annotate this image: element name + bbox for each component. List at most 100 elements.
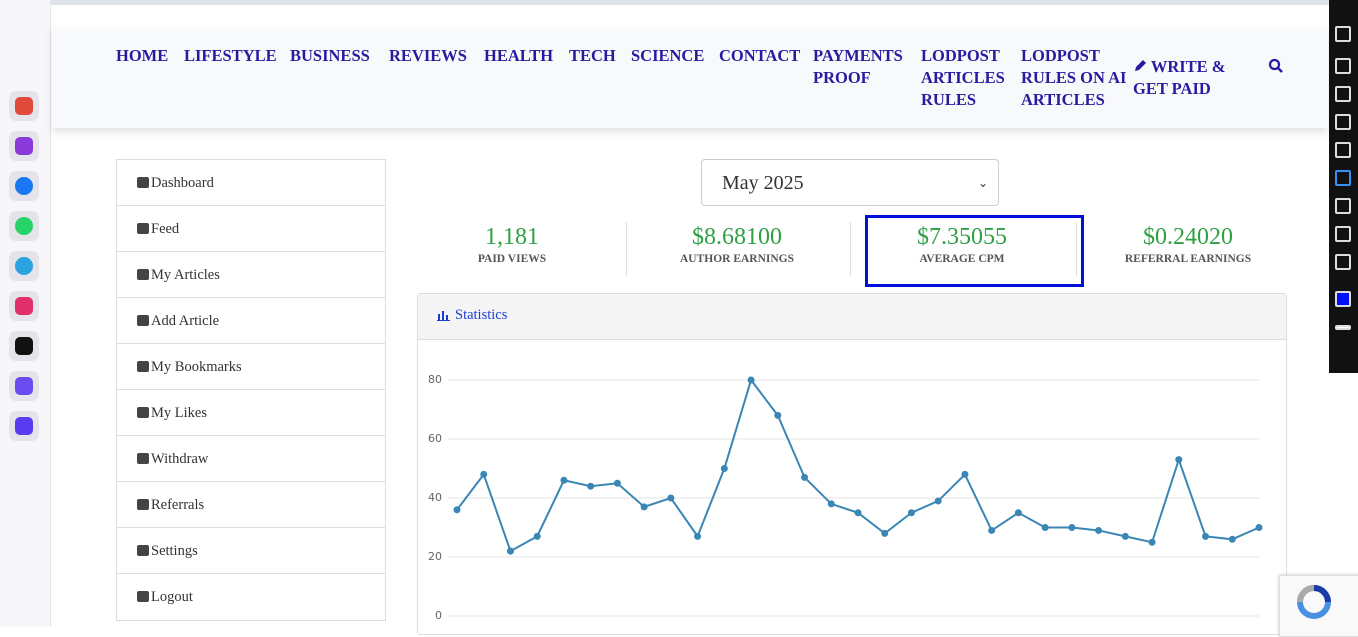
stat-label: AVERAGE CPM [919, 253, 1005, 265]
point [1255, 524, 1263, 531]
point [881, 529, 889, 537]
app-icon[interactable] [9, 131, 39, 161]
app-icon[interactable] [9, 171, 39, 201]
menu-item[interactable]: Settings [117, 528, 385, 574]
menu-item[interactable]: Withdraw [117, 436, 385, 482]
recaptcha[interactable] [1279, 575, 1358, 637]
menu-item[interactable]: My Articles [117, 252, 385, 298]
point [801, 473, 809, 481]
stat-label: REFERRAL EARNINGS [1124, 253, 1252, 265]
point [1202, 532, 1210, 540]
stroke-width[interactable] [1335, 325, 1351, 330]
menu-label: Referrals [151, 497, 205, 513]
nav-link[interactable]: SCIENCE [631, 46, 705, 65]
y-tick-label: 0 [435, 609, 442, 622]
sidebar-menu: Dashboard Feed My Articles Add Article My Bo… [116, 159, 386, 621]
tool[interactable] [1335, 142, 1351, 158]
stat: $0.24020 REFERRAL EARNINGS [1078, 222, 1298, 265]
nav-link[interactable]: TECH [569, 46, 616, 65]
menu-item[interactable]: Referrals [117, 482, 385, 528]
stat: 1,181 PAID VIEWS [402, 222, 622, 265]
statistics-panel: Statistics [417, 293, 1287, 635]
pencil-icon [1135, 60, 1146, 71]
nav-link[interactable]: LODPOST RULES ON AI ARTICLES [1021, 46, 1127, 109]
y-tick-label: 80 [428, 373, 442, 386]
app-icon[interactable] [9, 331, 39, 361]
chart-icon [437, 311, 450, 321]
point [667, 494, 675, 502]
nav-link[interactable]: LODPOST ARTICLES RULES [921, 46, 1005, 109]
point [934, 497, 942, 505]
recaptcha-logo [1297, 585, 1331, 619]
month-select[interactable]: May 2025 ⌄ [701, 159, 999, 206]
write-link[interactable]: WRITE & GET PAID [1133, 56, 1233, 100]
menu-label: Withdraw [151, 451, 209, 467]
write-label: WRITE & GET PAID [1133, 57, 1226, 98]
tool[interactable] [1335, 114, 1351, 130]
app-icon[interactable] [9, 91, 39, 121]
tool[interactable] [1335, 198, 1351, 214]
point [640, 503, 648, 511]
menu-item[interactable]: Dashboard [117, 160, 385, 206]
stat: $8.68100 AUTHOR EARNINGS [627, 222, 847, 265]
month-value: May 2025 [722, 172, 804, 194]
menu-item[interactable]: My Likes [117, 390, 385, 436]
nav-link[interactable]: PAYMENTS PROOF [813, 46, 903, 87]
y-tick-label: 60 [428, 432, 442, 445]
color-swatch[interactable] [1335, 291, 1351, 307]
menu-item[interactable]: Feed [117, 206, 385, 252]
menu-label: Logout [151, 589, 193, 605]
nav-link[interactable]: REVIEWS [389, 46, 467, 65]
app-icon[interactable] [9, 211, 39, 241]
point [533, 532, 541, 540]
point [827, 500, 835, 508]
point [506, 547, 514, 555]
stat-label: AUTHOR EARNINGS [679, 253, 795, 265]
tool[interactable] [1335, 86, 1351, 102]
menu-item[interactable]: Add Article [117, 298, 385, 344]
menu-item[interactable]: Logout [117, 574, 385, 620]
menu-icon [137, 223, 149, 234]
menu-item[interactable]: My Bookmarks [117, 344, 385, 390]
point [747, 376, 755, 384]
menu-label: Settings [151, 543, 198, 559]
menu-icon [137, 269, 149, 280]
nav-link[interactable]: HEALTH [484, 46, 554, 65]
search-icon[interactable] [1268, 58, 1284, 74]
app-icon[interactable] [9, 411, 39, 441]
menu-icon [137, 407, 149, 418]
app-icon[interactable] [9, 291, 39, 321]
point [1121, 532, 1129, 540]
menu-icon [137, 499, 149, 510]
chart: 0 20 40 60 80 [428, 373, 1263, 622]
nav-link[interactable]: HOME [116, 46, 169, 65]
nav-link[interactable]: BUSINESS [290, 46, 370, 65]
tool[interactable] [1335, 58, 1351, 74]
nav-link[interactable]: LIFESTYLE [184, 46, 277, 65]
menu-icon [137, 453, 149, 464]
tool[interactable] [1335, 170, 1351, 186]
tool[interactable] [1335, 254, 1351, 270]
dropdown-arrow: ⌄ [977, 176, 988, 190]
app-icon[interactable] [9, 251, 39, 281]
panel-title: Statistics [455, 307, 508, 323]
menu-icon [137, 315, 149, 326]
stat-value: 1,181 [485, 224, 539, 250]
tool[interactable] [1335, 26, 1351, 42]
menu-label: My Bookmarks [151, 359, 242, 375]
point [720, 465, 728, 472]
menu-icon [137, 177, 149, 188]
point [560, 476, 568, 484]
panel-header: Statistics [418, 294, 1286, 340]
app-icon[interactable] [9, 371, 39, 401]
highlight-box [865, 215, 1084, 287]
menu-label: My Articles [151, 267, 220, 283]
separator [626, 222, 627, 276]
nav-link[interactable]: CONTACT [719, 46, 801, 65]
tool[interactable] [1335, 226, 1351, 242]
stat-value: $0.24020 [1143, 224, 1233, 250]
point [1095, 526, 1103, 534]
stat: $7.35055 AVERAGE CPM [852, 222, 1072, 265]
point [1041, 524, 1049, 531]
